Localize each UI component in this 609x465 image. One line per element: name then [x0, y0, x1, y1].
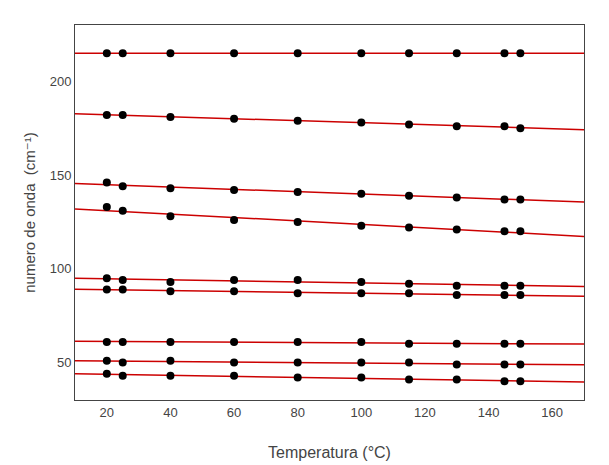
svg-text:Temperatura (°C): Temperatura (°C): [268, 444, 391, 461]
svg-text:160: 160: [541, 405, 563, 420]
svg-text:20: 20: [100, 405, 114, 420]
svg-text:150: 150: [50, 168, 72, 183]
svg-text:50: 50: [57, 355, 71, 370]
svg-text:40: 40: [163, 405, 177, 420]
svg-text:200: 200: [50, 74, 72, 89]
svg-text:numero de onda (cm⁻¹): numero de onda (cm⁻¹): [21, 132, 38, 292]
svg-text:60: 60: [227, 405, 241, 420]
svg-text:100: 100: [50, 261, 72, 276]
svg-text:100: 100: [350, 405, 372, 420]
svg-text:80: 80: [290, 405, 304, 420]
svg-text:140: 140: [478, 405, 500, 420]
svg-text:120: 120: [414, 405, 436, 420]
